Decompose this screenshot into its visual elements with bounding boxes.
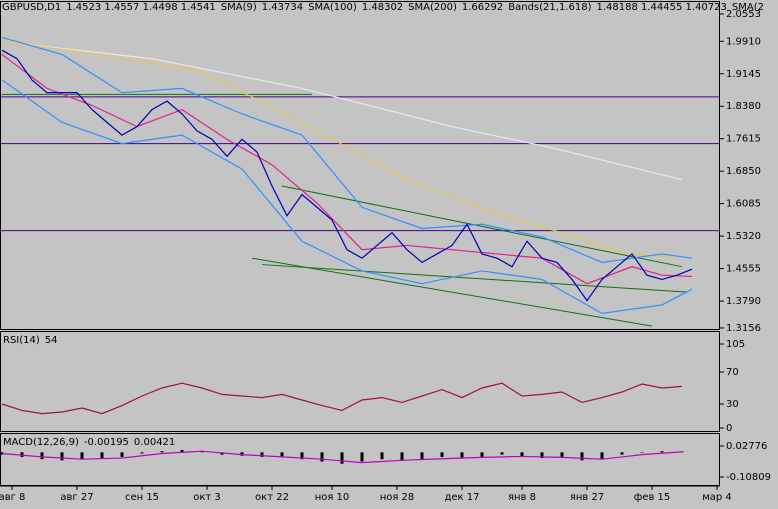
y-tick-label: 1.3790 [726, 296, 761, 307]
histogram-bar [520, 452, 524, 457]
histogram-bar [420, 452, 424, 460]
x-tick-label: фев 15 [634, 492, 671, 503]
trend-line [261, 264, 688, 293]
histogram-bar [400, 452, 404, 461]
histogram-bar [560, 452, 564, 457]
histogram-bar [360, 452, 364, 462]
x-tick-label: авг 27 [60, 492, 93, 503]
histogram-bar [660, 451, 664, 453]
histogram-bar [300, 452, 304, 460]
histogram-bar [480, 452, 484, 457]
y-tick-label: 1.6850 [726, 166, 761, 177]
series-line [1, 382, 683, 415]
histogram-bar [340, 452, 344, 464]
x-tick-label: ноя 28 [380, 492, 415, 503]
x-tick-label: янв 27 [570, 492, 604, 503]
header-text: 1.48302 [362, 2, 403, 13]
panel-frame [0, 1, 720, 330]
x-tick-label: дек 17 [444, 492, 479, 503]
histogram-bar [620, 452, 624, 455]
histogram-bar [120, 452, 124, 457]
histogram-bar [180, 450, 184, 453]
header-text: GBPUSD,D1 [2, 2, 61, 13]
series-line [1, 79, 693, 315]
header-text: 1.48188 1.44455 1.40723 [596, 2, 726, 13]
histogram-bar [140, 452, 144, 454]
x-tick-label: янв 8 [508, 492, 536, 503]
histogram-bar [320, 452, 324, 462]
y-tick-label: 105 [726, 339, 745, 350]
series-line [1, 450, 683, 464]
x-tick-label: мар 4 [702, 492, 732, 503]
y-tick-label: 1.8380 [726, 101, 761, 112]
histogram-bar [460, 452, 464, 459]
y-tick-label: 30 [726, 399, 739, 410]
series-line [1, 41, 683, 258]
indicator-title: RSI(14) [3, 335, 40, 346]
y-tick-label: 1.9145 [726, 69, 761, 80]
y-tick-label: 1.7615 [726, 134, 761, 145]
y-tick-label: 1.9910 [726, 36, 761, 47]
y-tick-label: 1.6085 [726, 199, 761, 210]
x-tick-label: ноя 10 [315, 492, 350, 503]
histogram-bar [60, 452, 64, 461]
series-line [1, 53, 693, 285]
histogram-bar [600, 452, 604, 460]
header-text: 1.4523 1.4557 1.4498 1.4541 [66, 2, 216, 13]
histogram-bar [440, 452, 444, 457]
histogram-bar [500, 452, 504, 455]
header-text: Bands(21,1.618) [508, 2, 591, 13]
y-tick-label: 2.0553 [726, 9, 761, 20]
histogram-bar [80, 452, 84, 460]
series-line [1, 41, 683, 181]
y-tick-label: 1.5320 [726, 231, 761, 242]
histogram-bar [40, 452, 44, 460]
x-tick-label: окт 22 [255, 492, 289, 503]
histogram-bar [160, 451, 164, 453]
histogram-bar [580, 452, 584, 461]
x-tick-label: сен 15 [125, 492, 159, 503]
y-tick-label: 1.4555 [726, 264, 761, 275]
header-text: SMA(100) [308, 2, 357, 13]
header-text: SMA(200) [408, 2, 457, 13]
indicator-value: 54 [45, 335, 58, 346]
indicator-title: MACD(12,26,9) [3, 437, 79, 448]
y-tick-label: -0.10809 [726, 472, 771, 483]
series-line [1, 49, 693, 302]
histogram-bar [260, 452, 264, 457]
header-text: SMA(2 [732, 2, 764, 13]
histogram-bar [540, 452, 544, 459]
indicator-value: -0.00195 [84, 437, 129, 448]
y-tick-label: 0.02776 [726, 441, 767, 452]
panel-frame [0, 331, 720, 432]
histogram-bar [100, 452, 104, 459]
x-tick-label: авг 8 [0, 492, 25, 503]
histogram-bar [380, 452, 384, 460]
header-text: 1.66292 [462, 2, 503, 13]
histogram-bar [280, 452, 284, 457]
series-line [1, 36, 693, 264]
y-tick-label: 1.3156 [726, 323, 761, 334]
indicator-value: 0.00421 [134, 437, 175, 448]
header-text: SMA(9) [221, 2, 257, 13]
trend-line [281, 185, 683, 268]
trend-line [251, 257, 653, 327]
header-text: 1.43734 [262, 2, 303, 13]
y-tick-label: 0 [726, 423, 732, 434]
x-tick-label: окт 3 [193, 492, 221, 503]
histogram-bar [640, 452, 644, 453]
y-tick-label: 70 [726, 367, 739, 378]
